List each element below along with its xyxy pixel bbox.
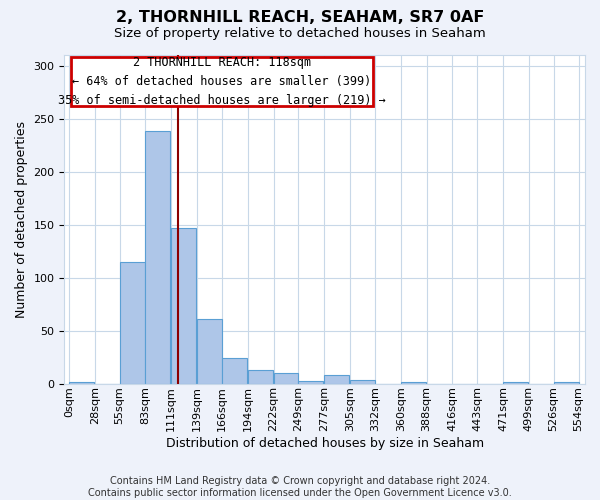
Bar [401,382,425,384]
X-axis label: Distribution of detached houses by size in Seaham: Distribution of detached houses by size … [166,437,484,450]
Bar [554,382,578,384]
Text: 2 THORNHILL REACH: 118sqm
← 64% of detached houses are smaller (399)
35% of semi: 2 THORNHILL REACH: 118sqm ← 64% of detac… [58,56,386,107]
Bar [248,370,272,384]
Bar [298,382,323,384]
Bar [171,228,196,384]
Bar [119,262,145,384]
Bar [69,382,94,384]
Bar [274,373,298,384]
FancyBboxPatch shape [71,57,373,106]
Bar [222,358,247,384]
Bar [145,132,170,384]
Bar [350,380,375,384]
Text: Size of property relative to detached houses in Seaham: Size of property relative to detached ho… [114,28,486,40]
Text: Contains HM Land Registry data © Crown copyright and database right 2024.
Contai: Contains HM Land Registry data © Crown c… [88,476,512,498]
Bar [324,375,349,384]
Y-axis label: Number of detached properties: Number of detached properties [15,121,28,318]
Text: 2, THORNHILL REACH, SEAHAM, SR7 0AF: 2, THORNHILL REACH, SEAHAM, SR7 0AF [116,10,484,25]
Bar [503,382,528,384]
Bar [197,319,222,384]
